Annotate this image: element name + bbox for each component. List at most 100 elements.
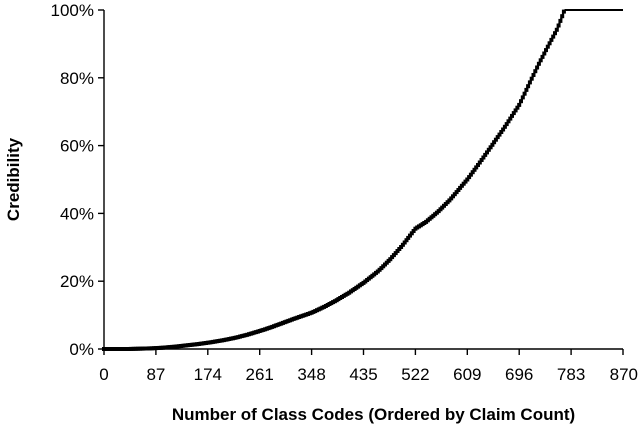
data-point bbox=[490, 142, 495, 147]
data-point bbox=[474, 165, 479, 170]
x-tick-label: 609 bbox=[453, 365, 481, 384]
x-tick-label: 87 bbox=[146, 365, 165, 384]
data-point bbox=[452, 192, 457, 197]
data-point bbox=[513, 108, 518, 113]
data-point bbox=[540, 54, 545, 59]
data-point bbox=[554, 27, 559, 32]
x-tick-label: 522 bbox=[401, 365, 429, 384]
data-point bbox=[409, 231, 414, 236]
x-tick-label: 870 bbox=[610, 365, 638, 384]
data-point bbox=[492, 140, 497, 145]
y-tick-label: 0% bbox=[69, 340, 94, 359]
axes: 0% 20% 40% 60% 80% 100% 0 87 174 261 348 435 522 609… bbox=[51, 1, 638, 384]
x-tick-label: 696 bbox=[505, 365, 533, 384]
x-tick-label: 435 bbox=[349, 365, 377, 384]
data-point bbox=[449, 196, 454, 201]
y-tick-label: 40% bbox=[60, 204, 94, 223]
data-point bbox=[551, 34, 556, 39]
data-point bbox=[501, 127, 506, 132]
y-ticks: 0% 20% 40% 60% 80% 100% bbox=[51, 1, 104, 359]
x-tick-label: 261 bbox=[246, 365, 274, 384]
data-point bbox=[393, 251, 398, 256]
data-point bbox=[547, 41, 552, 46]
x-tick-label: 174 bbox=[194, 365, 222, 384]
data-point bbox=[483, 152, 488, 157]
data-point bbox=[527, 80, 532, 85]
data-point bbox=[400, 242, 405, 247]
x-tick-label: 0 bbox=[99, 365, 108, 384]
data-point bbox=[511, 111, 516, 116]
data-point bbox=[520, 95, 525, 100]
data-point bbox=[556, 23, 561, 28]
data-point bbox=[485, 150, 489, 155]
data-point bbox=[526, 84, 531, 89]
data-point bbox=[497, 132, 502, 137]
data-point bbox=[499, 130, 504, 134]
data-point bbox=[515, 105, 520, 110]
data-point bbox=[411, 229, 416, 233]
data-point bbox=[459, 183, 464, 188]
x-axis-title: Number of Class Codes (Ordered by Claim … bbox=[172, 405, 575, 424]
data-point bbox=[517, 102, 522, 107]
data-point bbox=[402, 240, 407, 245]
data-point bbox=[454, 190, 459, 195]
y-tick-label: 20% bbox=[60, 272, 94, 291]
data-point bbox=[472, 167, 477, 172]
y-axis-title: Credibility bbox=[4, 137, 23, 221]
x-tick-label: 783 bbox=[557, 365, 585, 384]
data-point bbox=[476, 163, 480, 167]
data-point bbox=[510, 113, 514, 118]
data-point bbox=[486, 147, 491, 152]
y-tick-label: 60% bbox=[60, 137, 94, 156]
data-point bbox=[522, 91, 527, 96]
x-tick-label: 348 bbox=[297, 365, 325, 384]
data-point bbox=[531, 73, 536, 77]
data-point bbox=[470, 170, 475, 175]
data-point bbox=[388, 257, 393, 262]
data-point bbox=[468, 172, 473, 177]
data-point bbox=[553, 31, 557, 36]
data-point bbox=[508, 116, 513, 121]
data-point bbox=[488, 145, 493, 150]
data-point bbox=[479, 158, 484, 162]
data-point bbox=[463, 179, 468, 184]
data-point bbox=[560, 14, 565, 19]
data-point bbox=[458, 185, 463, 190]
data-point bbox=[399, 245, 404, 249]
data-point bbox=[558, 18, 563, 23]
series-group bbox=[102, 9, 623, 351]
data-point bbox=[451, 194, 455, 199]
data-point bbox=[529, 76, 534, 81]
y-tick-label: 100% bbox=[51, 1, 94, 20]
series-line bbox=[104, 9, 566, 351]
data-point bbox=[535, 65, 540, 70]
data-point bbox=[544, 48, 548, 53]
data-point bbox=[461, 181, 466, 186]
data-point bbox=[502, 124, 507, 129]
data-point bbox=[506, 119, 511, 124]
x-ticks: 0 87 174 261 348 435 522 609 696 783 870 bbox=[99, 349, 638, 384]
data-point bbox=[536, 61, 541, 66]
data-point bbox=[404, 238, 409, 243]
data-point bbox=[504, 122, 509, 127]
y-tick-label: 80% bbox=[60, 69, 94, 88]
data-point bbox=[477, 160, 482, 165]
data-point bbox=[561, 9, 566, 14]
data-point bbox=[495, 135, 500, 140]
data-point bbox=[538, 58, 543, 63]
data-point bbox=[542, 51, 547, 56]
data-point bbox=[533, 69, 538, 74]
data-point bbox=[481, 155, 486, 160]
data-point bbox=[524, 87, 529, 92]
data-point bbox=[519, 99, 523, 104]
data-point bbox=[408, 233, 412, 238]
data-point bbox=[493, 137, 498, 142]
data-point bbox=[406, 235, 411, 240]
data-point bbox=[467, 175, 472, 180]
data-point bbox=[545, 44, 550, 49]
data-point bbox=[549, 37, 554, 42]
data-point bbox=[465, 177, 470, 182]
data-point bbox=[456, 188, 461, 192]
